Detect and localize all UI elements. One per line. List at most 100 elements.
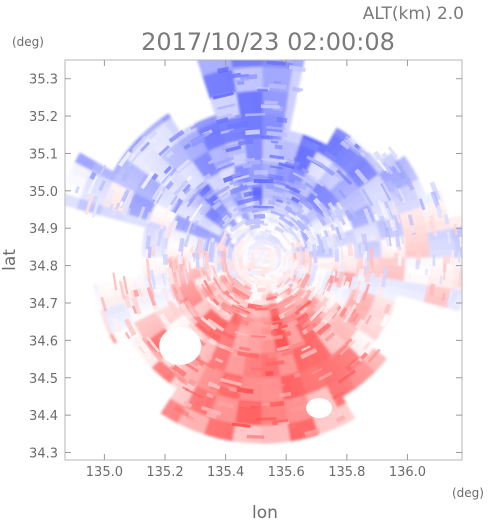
radar-cell <box>429 181 441 201</box>
radar-cell <box>294 299 312 316</box>
radar-cell <box>165 180 174 190</box>
radar-cell <box>229 127 248 134</box>
radar-cell <box>265 295 278 301</box>
radar-cell <box>337 369 357 384</box>
radar-cell <box>168 129 185 143</box>
radar-cell <box>146 335 161 353</box>
radar-cell <box>224 291 240 305</box>
radar-cell <box>431 194 439 209</box>
radar-cell <box>174 281 184 301</box>
radar-cell <box>290 404 309 413</box>
radar-sector <box>253 389 263 403</box>
radar-cell <box>288 226 301 244</box>
radar-cell <box>256 266 276 276</box>
radar-cell <box>408 272 412 280</box>
radar-cell <box>249 251 256 268</box>
radar-cell <box>292 203 305 215</box>
radar-cell <box>231 422 251 428</box>
radar-cell <box>360 187 374 207</box>
radar-cell <box>217 382 229 389</box>
radar-cell <box>382 161 394 175</box>
radar-cell <box>268 180 290 187</box>
radar-cell <box>343 303 357 324</box>
radar-cell <box>241 243 250 266</box>
radar-cell <box>253 179 274 184</box>
radar-cell <box>190 133 205 143</box>
radar-cell <box>238 257 245 269</box>
radar-cell <box>243 284 252 291</box>
radar-sector <box>222 433 235 442</box>
radar-cell <box>232 174 250 182</box>
radar-cell <box>234 229 244 239</box>
y-axis-unit: (deg) <box>12 35 44 49</box>
radar-cell <box>298 197 314 211</box>
radar-cell <box>122 275 129 295</box>
radar-cell <box>394 236 400 248</box>
radar-cell <box>257 287 267 293</box>
radar-cell <box>214 357 224 364</box>
radar-cell <box>182 265 189 285</box>
radar-cell <box>188 235 197 248</box>
radar-cell <box>349 275 358 291</box>
radar-cell <box>256 279 265 283</box>
radar-cell <box>421 207 429 218</box>
radar-cell <box>121 170 131 182</box>
radar-sector <box>429 257 443 269</box>
no-echo-patch <box>110 248 143 272</box>
radar-cell <box>332 390 345 400</box>
radar-cell <box>184 361 199 373</box>
radar-cell <box>145 235 152 250</box>
radar-cell <box>300 291 308 299</box>
radar-cell <box>274 230 292 251</box>
radar-cell <box>305 322 318 333</box>
radar-cell <box>185 416 200 425</box>
radar-cell <box>293 179 307 191</box>
radar-cell <box>338 189 347 199</box>
radar-cell <box>91 197 101 218</box>
radar-cell <box>233 261 243 277</box>
radar-sector <box>268 113 278 128</box>
radar-cell <box>158 145 170 157</box>
radar-cell <box>339 239 344 260</box>
radar-cell <box>346 359 361 373</box>
radar-cell <box>329 223 336 231</box>
radar-cell <box>217 103 236 110</box>
radar-sector <box>261 65 273 79</box>
radar-cell <box>232 281 254 297</box>
radar-cell <box>306 155 325 168</box>
radar-cell <box>391 202 401 224</box>
radar-cell <box>273 200 285 207</box>
radar-cell <box>283 277 292 286</box>
radar-cell <box>331 233 340 255</box>
y-tick-label: 34.8 <box>29 260 58 275</box>
radar-cell <box>232 203 247 212</box>
radar-cell <box>177 256 183 265</box>
radar-cell <box>319 270 332 293</box>
radar-cell <box>112 317 123 334</box>
radar-cell <box>233 352 244 359</box>
radar-cell <box>195 357 216 370</box>
radar-cell <box>363 257 370 275</box>
radar-cell <box>192 252 196 262</box>
radar-cell <box>220 128 235 135</box>
radar-sector <box>261 89 272 103</box>
radar-cell <box>362 283 371 302</box>
radar-sector <box>109 333 118 344</box>
radar-cell <box>220 301 241 317</box>
radar-cell <box>239 404 251 409</box>
radar-cell <box>344 358 359 371</box>
radar-sector <box>280 435 292 443</box>
radar-cell <box>373 213 379 221</box>
radar-cell <box>360 244 366 255</box>
radar-cell <box>238 346 251 352</box>
radar-cell <box>269 154 285 160</box>
radar-cell <box>276 268 292 285</box>
radar-cell <box>173 179 189 196</box>
y-tick-label: 34.7 <box>29 297 58 312</box>
radar-cell <box>348 315 355 324</box>
radar-cell <box>379 258 384 272</box>
radar-cell <box>172 364 187 378</box>
radar-cell <box>260 231 268 236</box>
radar-cell <box>355 318 365 330</box>
radar-cell <box>415 260 420 270</box>
